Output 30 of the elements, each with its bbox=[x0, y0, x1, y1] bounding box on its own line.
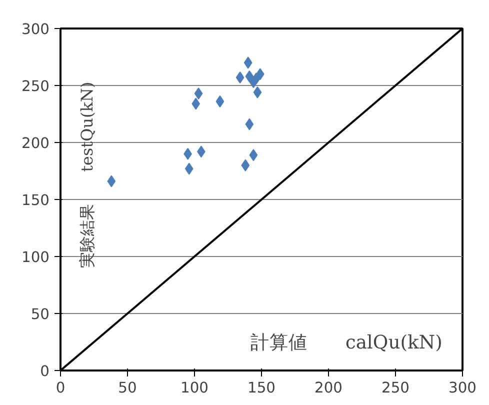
point bbox=[107, 175, 116, 188]
point bbox=[216, 95, 224, 108]
point bbox=[244, 56, 252, 69]
point bbox=[192, 98, 200, 110]
point bbox=[249, 149, 258, 162]
point bbox=[241, 159, 250, 172]
y-tick-label: 200 bbox=[22, 135, 50, 152]
x-tick-label: 100 bbox=[180, 380, 208, 396]
point bbox=[253, 86, 262, 98]
point bbox=[245, 70, 254, 82]
x-axis-title: 計算値 calQu(kN) bbox=[250, 332, 442, 354]
x-tick-label: 300 bbox=[448, 380, 476, 396]
y-axis-title: 実験結果 testQu(kN) bbox=[78, 82, 97, 268]
point bbox=[256, 68, 264, 80]
y-tick-label: 150 bbox=[22, 192, 50, 209]
point bbox=[184, 162, 194, 175]
y-tick-label: 0 bbox=[40, 363, 50, 380]
y-tick-label: 300 bbox=[22, 21, 50, 38]
x-tick-label: 250 bbox=[382, 380, 410, 396]
y-tick-label: 50 bbox=[30, 306, 50, 323]
point bbox=[245, 118, 254, 130]
point bbox=[236, 72, 244, 84]
x-tick-label: 150 bbox=[248, 380, 276, 396]
point bbox=[194, 87, 203, 100]
point bbox=[249, 76, 258, 88]
y-tick-label: 250 bbox=[22, 78, 50, 95]
y-tick-label: 100 bbox=[22, 249, 50, 266]
x-tick-label: 200 bbox=[314, 380, 342, 396]
x-tick-label: 0 bbox=[56, 380, 66, 396]
x-tick-label: 50 bbox=[118, 380, 137, 396]
